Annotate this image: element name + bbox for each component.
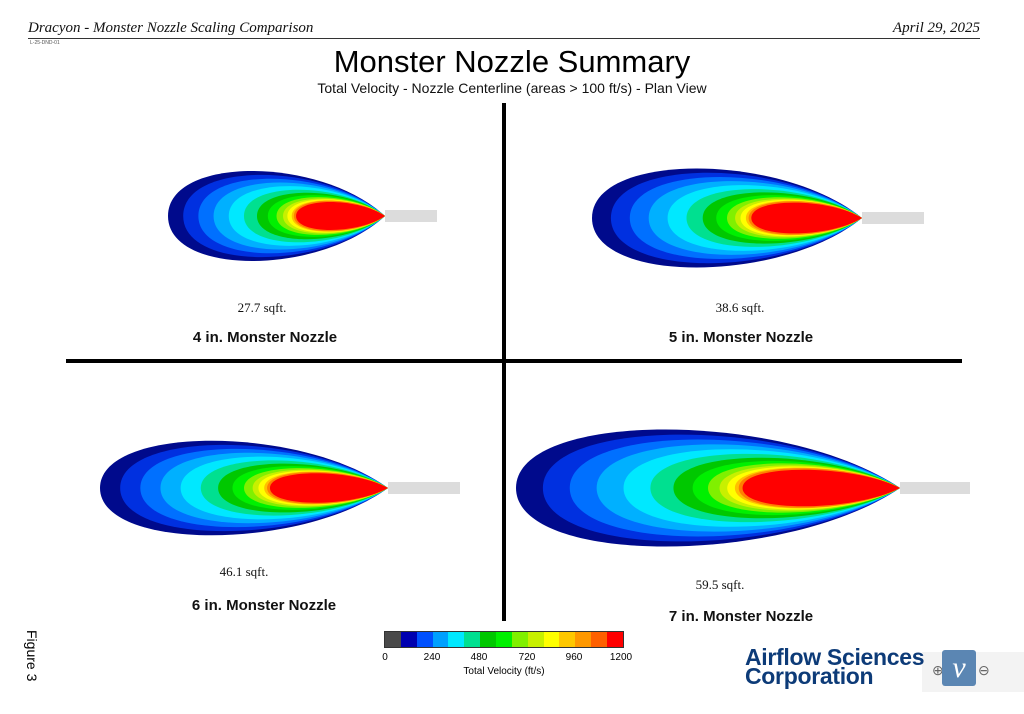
colorbar-tick: 1200 [609,652,633,663]
horizontal-divider [66,359,962,363]
zoom-out-icon[interactable]: ⊖ [978,662,990,678]
colorbar-segment [591,632,608,647]
colorbar-tick: 480 [470,652,488,663]
header-title: Dracyon - Monster Nozzle Scaling Compari… [28,20,314,36]
header-date: April 29, 2025 [892,20,980,36]
colorbar-segment [511,632,528,647]
colorbar-tick: 240 [423,652,441,663]
velocity-contour [742,469,900,507]
colorbar-tick: 960 [565,652,583,663]
logo-icon: v [942,650,976,686]
nozzle [862,212,924,224]
colorbar-segment [543,632,560,647]
company-logo: Airflow Sciences Corporation [745,644,925,689]
colorbar-segment [432,632,449,647]
colorbar-segment [448,632,465,647]
zoom-in-icon[interactable]: ⊕ [932,662,944,678]
area-5in: 38.6 sqft. [715,300,765,315]
colorbar-tick: 0 [382,652,388,663]
area-7in: 59.5 sqft. [695,577,745,592]
colorbar-segment [607,632,623,647]
colorbar-segment [416,632,433,647]
colorbar-segment [527,632,544,647]
figure-label: Figure 3 [24,630,40,682]
nozzle [388,482,460,494]
colorbar-segment [575,632,592,647]
colorbar-title: Total Velocity (ft/s) [463,666,545,677]
colorbar-segment [400,632,417,647]
caption-7in: 7 in. Monster Nozzle [668,608,814,625]
velocity-contour [269,473,388,503]
nozzle [385,210,437,222]
colorbar-segment [559,632,576,647]
velocity-contour [296,201,385,231]
caption-6in: 6 in. Monster Nozzle [191,597,337,614]
page-subtitle: Total Velocity - Nozzle Centerline (area… [317,80,707,96]
doc-id: L-25-DND-01 [30,40,60,46]
caption-5in: 5 in. Monster Nozzle [668,329,814,346]
velocity-contour [751,202,862,234]
colorbar [384,631,624,648]
colorbar-tick: 720 [518,652,536,663]
colorbar-segment [464,632,481,647]
page-title: Monster Nozzle Summary [333,44,691,79]
caption-4in: 4 in. Monster Nozzle [192,329,338,346]
colorbar-segment [496,632,512,647]
colorbar-segment [385,632,401,647]
area-6in: 46.1 sqft. [219,564,269,579]
area-4in: 27.7 sqft. [237,300,287,315]
logo-line2: Corporation [745,663,874,689]
nozzle [900,482,970,494]
header-rule [28,38,980,39]
colorbar-segment [480,632,497,647]
logo-line1: Airflow Sciences [745,644,925,670]
